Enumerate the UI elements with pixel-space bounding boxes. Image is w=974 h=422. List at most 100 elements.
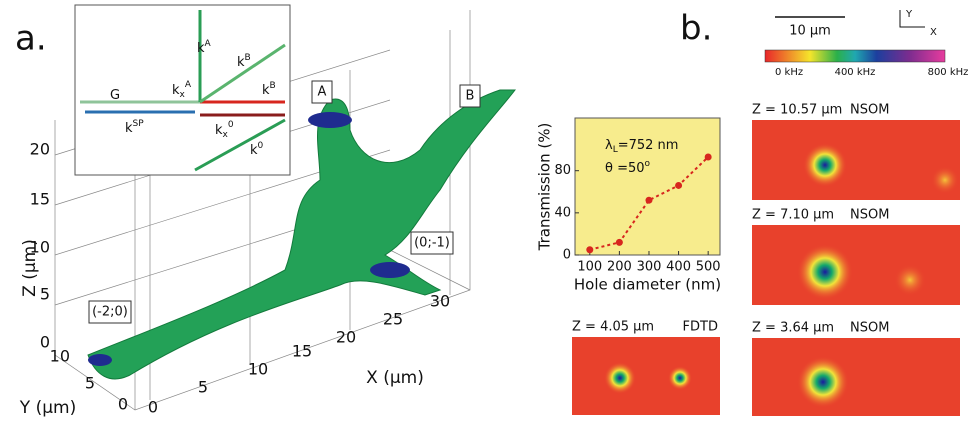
label: k0 — [250, 141, 264, 158]
label-sup: A — [185, 80, 192, 90]
label: kB — [237, 53, 251, 70]
x-tick-label: 20 — [336, 328, 356, 347]
z-tick-label: 5 — [40, 285, 50, 304]
plot-area — [574, 117, 721, 256]
hot-spot — [797, 356, 849, 408]
hot-spot — [668, 366, 692, 390]
x-tick-label: 0 — [148, 398, 158, 417]
z-tick-label: 0 — [40, 333, 50, 352]
z-tick-label: 15 — [30, 190, 50, 209]
label: kSP — [125, 119, 144, 136]
label-sup: SP — [133, 119, 145, 129]
y-axis-label: Transmission (%) — [536, 123, 554, 252]
series-line — [589, 156, 709, 251]
colorbar-label: 800 kHz — [928, 67, 969, 78]
hot-spot — [894, 264, 926, 296]
z-tick-label: 10 — [30, 238, 50, 257]
marker-label: B — [466, 89, 475, 104]
label: θ =50o — [605, 159, 651, 176]
label-sup: B — [245, 53, 251, 63]
x-tick-label: 25 — [383, 310, 403, 329]
hot-spot — [797, 244, 853, 300]
axis-name: X — [930, 27, 937, 38]
x-tick-label: 500 — [696, 260, 721, 275]
map-method: NSOM — [850, 208, 889, 223]
colorbar-label: 0 kHz — [775, 67, 803, 78]
label-base: k — [215, 123, 223, 138]
x-tick-label: 10 — [248, 360, 268, 379]
axis-label: Y (µm) — [19, 398, 76, 418]
point — [615, 238, 623, 246]
marker-label: (-2;0) — [92, 305, 128, 320]
map-depth: Z = 7.10 µm — [752, 208, 834, 223]
label-sup: o — [645, 159, 651, 169]
hot-spot — [931, 166, 959, 194]
y-tick-label: 10 — [50, 347, 70, 366]
label-sub: x — [223, 130, 229, 140]
x-tick-label: 15 — [292, 342, 312, 361]
colorbar-label: 400 kHz — [835, 67, 876, 78]
y-tick-label: 5 — [85, 374, 95, 393]
marker-label: A — [318, 85, 327, 100]
x-tick-label: 300 — [637, 260, 662, 275]
x-tick-label: 30 — [430, 292, 450, 311]
label-base: λ — [605, 138, 613, 153]
x-tick-label: 5 — [198, 378, 208, 397]
colorbar — [764, 49, 946, 63]
marker-box — [311, 80, 333, 104]
map-depth: Z = 3.64 µm — [752, 321, 834, 336]
axis-label: Z (µm) — [20, 239, 40, 297]
map-method: FDTD — [683, 320, 718, 335]
field-map — [752, 338, 960, 416]
field-map — [752, 120, 960, 200]
label-base: k — [172, 83, 180, 98]
label-sup: 0 — [228, 120, 234, 130]
label-base: k — [197, 41, 205, 56]
label-base: k — [125, 121, 133, 136]
label-sup: 0 — [258, 141, 264, 151]
inset — [74, 4, 291, 176]
marker-box — [88, 300, 132, 324]
label: kA — [197, 39, 212, 56]
field-map — [752, 225, 960, 305]
label-sub: x — [180, 90, 186, 100]
label-base: k — [250, 143, 258, 158]
marker-box — [459, 84, 481, 108]
x-tick-label: 100 — [577, 260, 602, 275]
panel-label: a. — [15, 19, 47, 59]
map-depth: Z = 10.57 µm — [752, 103, 842, 118]
hole — [88, 354, 112, 366]
map-depth: Z = 4.05 µm — [572, 320, 654, 335]
label-rest: =752 nm — [618, 138, 679, 153]
label: kxA — [172, 80, 192, 100]
label: kx0 — [215, 120, 234, 140]
hole — [308, 112, 352, 128]
point — [645, 196, 653, 204]
y-tick-label: 0 — [563, 248, 571, 263]
x-tick-label: 400 — [666, 260, 691, 275]
label-sup: A — [205, 39, 212, 49]
inset-arrows — [80, 10, 286, 172]
point — [586, 246, 594, 254]
label-sup: B — [270, 81, 276, 91]
y-tick-label: 40 — [554, 205, 571, 220]
z-tick-label: 20 — [30, 140, 50, 159]
label-base: G — [110, 88, 120, 103]
marker-label: (0;-1) — [414, 236, 450, 251]
structure — [87, 89, 517, 380]
point — [704, 153, 712, 161]
point — [675, 181, 683, 189]
axes-icon — [899, 10, 925, 28]
label: kB — [262, 81, 276, 98]
marker-box — [410, 231, 454, 255]
y-tick-label: 0 — [118, 395, 128, 414]
hole — [370, 262, 410, 278]
label: G — [110, 88, 120, 103]
x-tick-label: 200 — [607, 260, 632, 275]
scale-label: 10 µm — [789, 24, 831, 39]
label: λL=752 nm — [605, 138, 678, 155]
label-base: k — [262, 83, 270, 98]
map-method: NSOM — [850, 321, 889, 336]
axis-label: X (µm) — [366, 368, 424, 388]
